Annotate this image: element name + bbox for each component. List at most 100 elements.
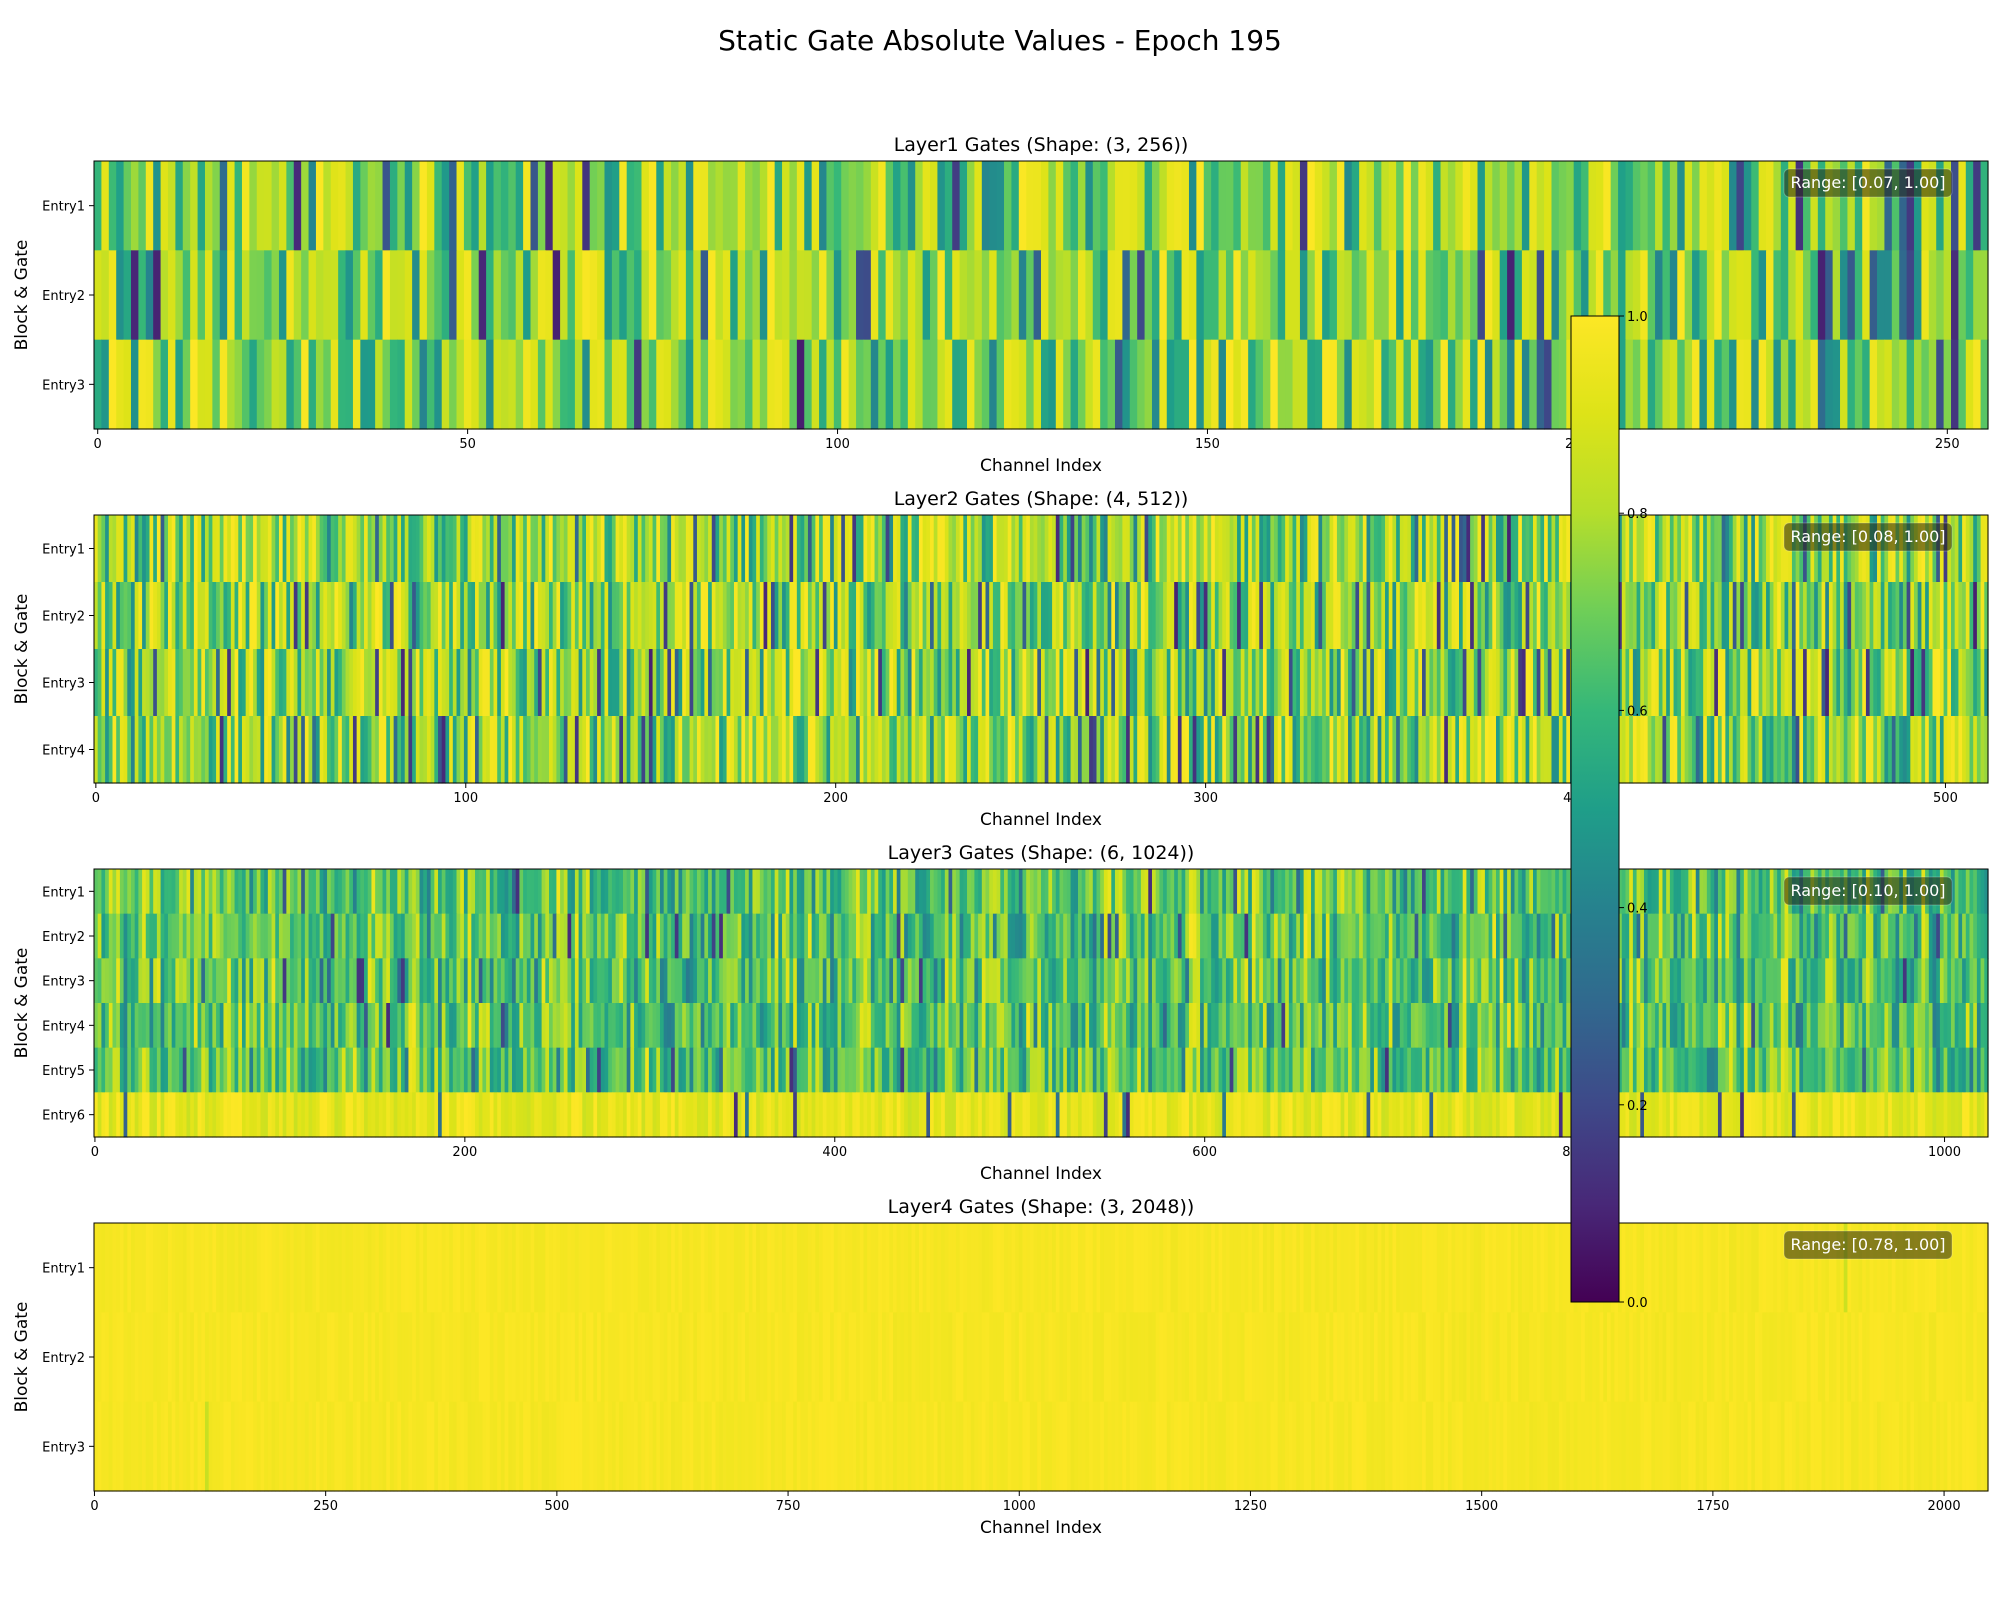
heat-cell	[327, 869, 332, 915]
heat-cell	[582, 161, 591, 251]
heat-cell	[1429, 649, 1434, 717]
heat-cell	[1266, 1003, 1271, 1049]
heat-cell	[338, 161, 347, 251]
heat-cell	[745, 339, 754, 430]
heat-cell	[1758, 339, 1767, 430]
heat-cell	[1044, 869, 1049, 915]
heat-cell	[992, 649, 998, 717]
heat-cell	[656, 958, 661, 1004]
heat-cell	[512, 1003, 517, 1049]
heat-cell	[1085, 716, 1090, 784]
heat-cell	[123, 958, 128, 1004]
heat-cell	[915, 161, 924, 251]
heat-cell	[1307, 515, 1312, 583]
heat-cell	[312, 1047, 317, 1093]
heat-cell	[881, 958, 887, 1004]
heat-cell	[260, 958, 265, 1004]
heat-cell	[1921, 161, 1930, 251]
heat-cell	[204, 339, 213, 430]
heat-cell	[1225, 339, 1234, 430]
heat-cell	[119, 1003, 125, 1049]
heat-cell	[253, 913, 258, 959]
heat-cell	[918, 649, 924, 717]
heat-cell	[1928, 1003, 1934, 1049]
heat-cell	[1555, 716, 1560, 784]
heat-cell	[456, 716, 461, 784]
heat-cell	[212, 869, 217, 915]
heat-cell	[108, 716, 114, 784]
heat-cell	[1333, 716, 1338, 784]
heat-cell	[1973, 649, 1978, 717]
heat-cell	[241, 515, 247, 583]
heat-cell	[937, 250, 946, 341]
heat-cell	[985, 958, 990, 1004]
heat-cell	[438, 582, 443, 650]
heat-cell	[1185, 869, 1190, 915]
heat-cell	[234, 913, 239, 959]
heat-cell	[856, 161, 865, 251]
heat-cell	[1729, 339, 1738, 430]
heat-cell	[1965, 958, 1971, 1004]
heat-cell	[941, 515, 946, 583]
heat-cell	[907, 250, 916, 341]
heat-cell	[123, 1003, 128, 1049]
heat-cell	[1007, 515, 1013, 583]
heat-cell	[190, 649, 195, 717]
heat-cell	[489, 582, 495, 650]
heat-cell	[1081, 1003, 1086, 1049]
heat-cell	[671, 161, 680, 251]
heat-cell	[489, 958, 495, 1004]
heat-cell	[726, 913, 731, 959]
heat-cell	[1788, 250, 1797, 341]
heat-cell	[1077, 161, 1086, 251]
heat-cell	[1847, 913, 1852, 959]
heat-cell	[1828, 716, 1834, 784]
heat-cell	[330, 649, 336, 717]
heat-cell	[1562, 869, 1567, 915]
heat-cell	[319, 582, 324, 650]
heat-cell	[138, 869, 143, 915]
heat-cell	[1540, 913, 1545, 959]
heat-cell	[1107, 161, 1116, 251]
heat-cell	[811, 913, 816, 959]
heat-cell	[1740, 649, 1745, 717]
heat-cell	[563, 649, 569, 717]
heat-cell	[1133, 869, 1138, 915]
heat-cell	[848, 913, 853, 959]
heat-cell	[1899, 582, 1904, 650]
heat-cell	[852, 582, 857, 650]
heat-cell	[678, 958, 683, 1004]
heat-cell	[1632, 649, 1638, 717]
heat-cell	[678, 161, 687, 251]
heat-cell	[1118, 913, 1123, 959]
heat-cell	[1969, 958, 1974, 1004]
heat-cell	[1540, 1003, 1545, 1049]
heat-cell	[1137, 913, 1142, 959]
heat-cell	[1285, 339, 1294, 430]
heat-cell	[267, 515, 273, 583]
heat-cell	[804, 1003, 809, 1049]
heat-cell	[360, 913, 365, 959]
heat-cell	[123, 250, 132, 341]
heat-cell	[996, 250, 1005, 341]
heat-cell	[1643, 913, 1649, 959]
heat-cell	[822, 1003, 828, 1049]
heat-cell	[382, 250, 391, 341]
heat-cell	[227, 649, 232, 717]
heat-cell	[1914, 250, 1923, 341]
heat-cell	[1906, 339, 1915, 430]
heat-cell	[733, 913, 739, 959]
heat-cell	[1018, 582, 1024, 650]
heat-cell	[212, 1047, 217, 1093]
heat-cell	[349, 515, 354, 583]
heat-cell	[1396, 958, 1401, 1004]
heat-cell	[112, 913, 117, 959]
heat-cell	[1906, 1003, 1911, 1049]
heat-cell	[1174, 161, 1183, 251]
heat-cell	[489, 649, 495, 717]
heat-cell	[153, 582, 158, 650]
heat-cell	[1684, 1003, 1689, 1049]
heat-cell	[526, 913, 532, 959]
heat-cell	[1373, 869, 1379, 915]
heat-cell	[608, 716, 613, 784]
